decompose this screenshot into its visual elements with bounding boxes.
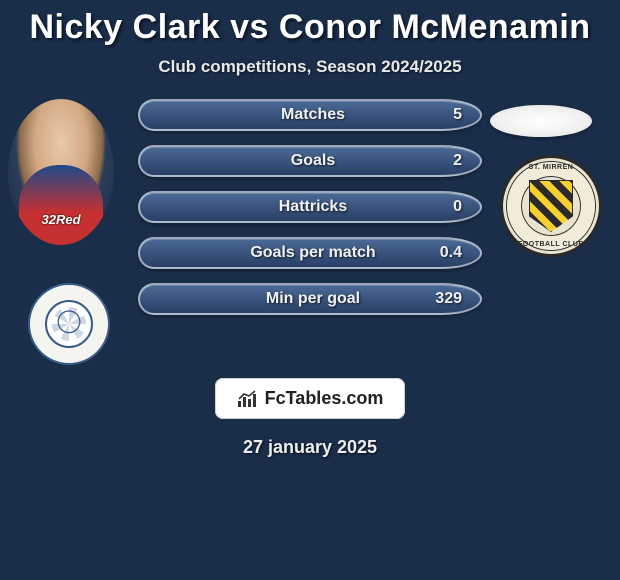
stat-row-hattricks: Hattricks 0 [138, 191, 482, 223]
club-left-crest-inner [45, 300, 93, 348]
page-subtitle: Club competitions, Season 2024/2025 [0, 57, 620, 77]
stat-label: Goals [158, 152, 428, 170]
stats-list: Matches 5 Goals 2 Hattricks 0 Goals per … [138, 99, 482, 329]
stat-label: Hattricks [158, 198, 428, 216]
player-left-avatar: 32Red [8, 99, 114, 245]
stat-value: 0 [428, 198, 462, 216]
stat-row-goals: Goals 2 [138, 145, 482, 177]
club-right-crest: ST. MIRREN FOOTBALL CLUB [500, 155, 602, 257]
stat-label: Matches [158, 106, 428, 124]
footer: FcTables.com 27 january 2025 [0, 378, 620, 458]
club-left-crest [28, 283, 110, 365]
stat-value: 329 [428, 290, 462, 308]
stat-value: 0.4 [428, 244, 462, 262]
stat-label: Min per goal [158, 290, 428, 308]
player-right-avatar [490, 105, 592, 137]
brand-text: FcTables.com [265, 388, 384, 409]
stat-row-matches: Matches 5 [138, 99, 482, 131]
stat-label: Goals per match [158, 244, 428, 262]
snapshot-date: 27 january 2025 [0, 437, 620, 458]
stat-row-goals-per-match: Goals per match 0.4 [138, 237, 482, 269]
page-title: Nicky Clark vs Conor McMenamin [0, 0, 620, 47]
stat-value: 2 [428, 152, 462, 170]
stat-row-min-per-goal: Min per goal 329 [138, 283, 482, 315]
brand-badge: FcTables.com [215, 378, 406, 419]
chart-icon [237, 390, 259, 408]
player-left-jersey-text: 32Red [41, 212, 80, 227]
stat-value: 5 [428, 106, 462, 124]
